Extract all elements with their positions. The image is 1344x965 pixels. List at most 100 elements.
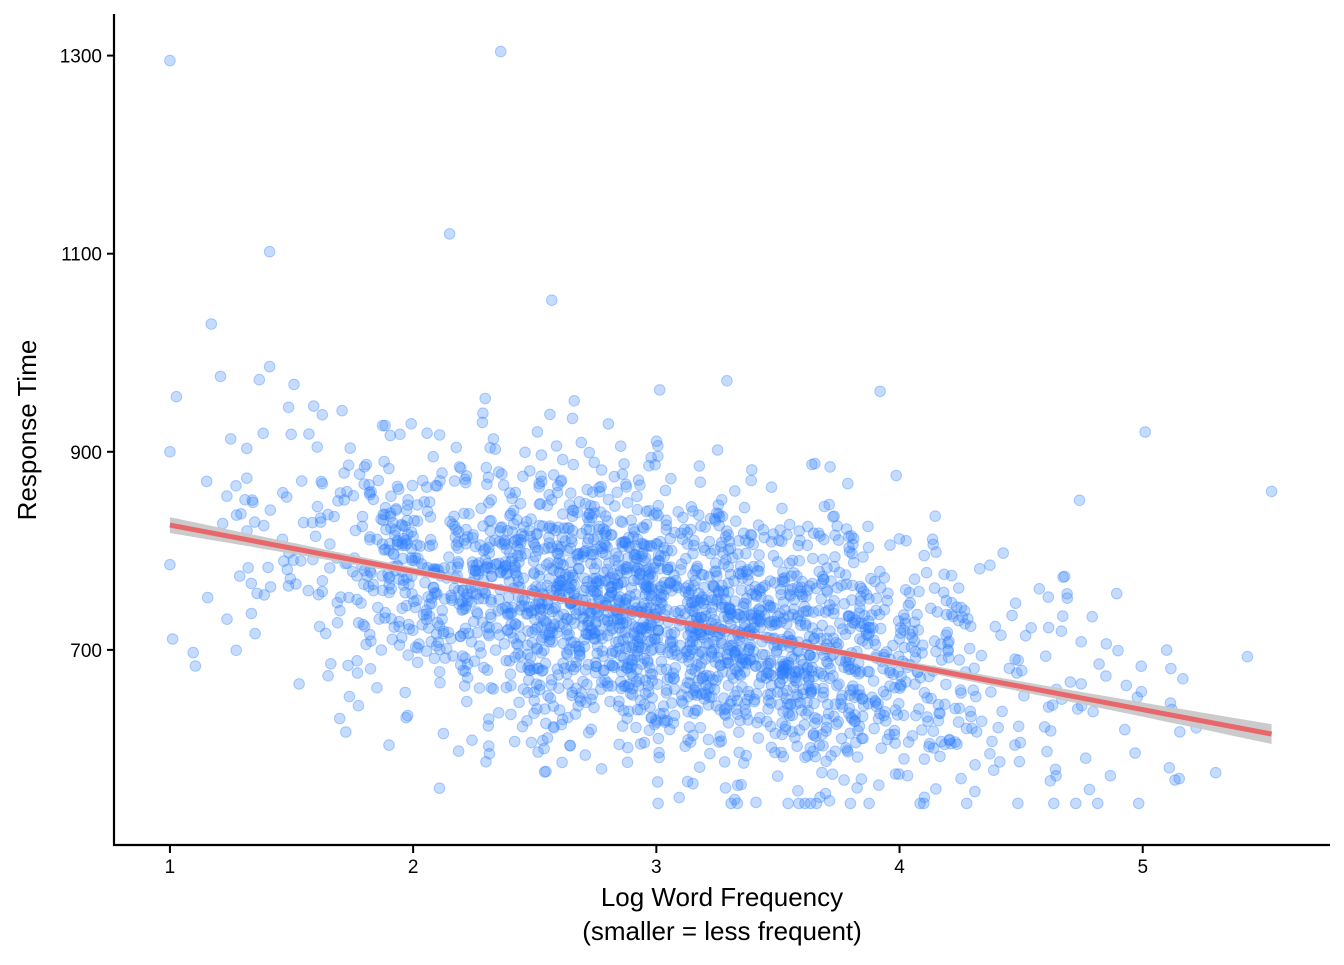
data-point xyxy=(384,507,397,520)
data-point xyxy=(667,717,680,729)
data-point xyxy=(530,599,542,611)
data-point xyxy=(437,627,450,640)
data-point xyxy=(988,764,1000,777)
data-point xyxy=(709,515,722,527)
data-point xyxy=(722,586,735,598)
data-point xyxy=(1064,676,1077,688)
data-point xyxy=(424,533,437,546)
data-point xyxy=(452,556,464,568)
data-point xyxy=(230,644,242,657)
data-point xyxy=(632,635,644,648)
data-point xyxy=(554,579,567,592)
data-point xyxy=(729,793,741,806)
data-point xyxy=(613,642,626,655)
data-point xyxy=(809,682,822,695)
data-point xyxy=(697,541,710,554)
data-point xyxy=(605,586,618,599)
data-point xyxy=(831,520,844,532)
data-point xyxy=(248,516,261,528)
data-point xyxy=(814,530,826,542)
data-point xyxy=(531,527,544,540)
data-point xyxy=(765,688,777,700)
data-point xyxy=(566,536,578,548)
data-point xyxy=(518,530,530,543)
data-point xyxy=(557,559,569,571)
data-point xyxy=(800,670,813,682)
data-point xyxy=(411,594,423,606)
data-point xyxy=(258,519,270,532)
data-point xyxy=(632,641,645,654)
data-point xyxy=(1058,570,1071,583)
data-point xyxy=(571,506,584,519)
data-point xyxy=(379,606,392,619)
data-point xyxy=(687,631,699,644)
data-point xyxy=(704,547,717,560)
data-point xyxy=(525,605,538,617)
data-point xyxy=(606,580,619,593)
data-point xyxy=(459,665,472,678)
data-point xyxy=(438,562,451,574)
data-point xyxy=(448,510,460,523)
data-point xyxy=(748,693,761,706)
data-point xyxy=(790,666,802,679)
data-point xyxy=(786,726,798,738)
data-point xyxy=(546,636,559,648)
data-point xyxy=(965,710,977,723)
data-point xyxy=(777,750,790,763)
data-point xyxy=(594,486,606,498)
data-point xyxy=(535,647,548,659)
data-point xyxy=(754,585,767,598)
data-point xyxy=(282,580,295,592)
data-point xyxy=(1112,644,1124,657)
data-point xyxy=(1033,583,1046,595)
data-point xyxy=(619,679,632,692)
data-point xyxy=(411,499,424,511)
data-point xyxy=(718,611,730,623)
data-point xyxy=(1079,752,1092,765)
data-point xyxy=(537,734,549,747)
data-point xyxy=(722,544,735,556)
data-point xyxy=(652,509,665,522)
data-point xyxy=(547,721,560,733)
data-point xyxy=(775,746,787,759)
data-point xyxy=(614,515,627,527)
data-point xyxy=(652,554,665,567)
data-point xyxy=(714,704,726,716)
data-point xyxy=(764,575,777,587)
data-point xyxy=(857,585,870,598)
data-point xyxy=(822,707,835,720)
data-point xyxy=(822,604,835,617)
data-point xyxy=(420,645,433,657)
data-point xyxy=(686,605,699,617)
data-point xyxy=(532,544,544,557)
data-point xyxy=(264,581,277,593)
data-point xyxy=(559,535,572,547)
data-point xyxy=(577,548,589,560)
data-point xyxy=(731,708,744,721)
data-point xyxy=(613,635,625,648)
data-point xyxy=(700,669,713,682)
data-point xyxy=(829,745,842,758)
data-point xyxy=(735,778,748,791)
data-point xyxy=(792,539,805,552)
data-point xyxy=(164,558,176,571)
data-point xyxy=(765,679,778,692)
data-point xyxy=(688,605,701,618)
data-point xyxy=(565,556,577,569)
data-point xyxy=(221,490,233,502)
data-point xyxy=(854,602,866,614)
data-point xyxy=(863,797,875,810)
data-point xyxy=(1012,720,1025,733)
data-point xyxy=(634,703,647,716)
data-point xyxy=(969,785,981,798)
data-point xyxy=(687,539,700,552)
data-point xyxy=(916,647,928,659)
data-point xyxy=(531,426,544,438)
data-point xyxy=(779,666,792,678)
data-point xyxy=(504,607,517,620)
data-point xyxy=(543,603,555,616)
data-point xyxy=(628,549,641,561)
data-point xyxy=(562,711,574,724)
data-point xyxy=(713,586,725,599)
data-point xyxy=(928,635,941,647)
